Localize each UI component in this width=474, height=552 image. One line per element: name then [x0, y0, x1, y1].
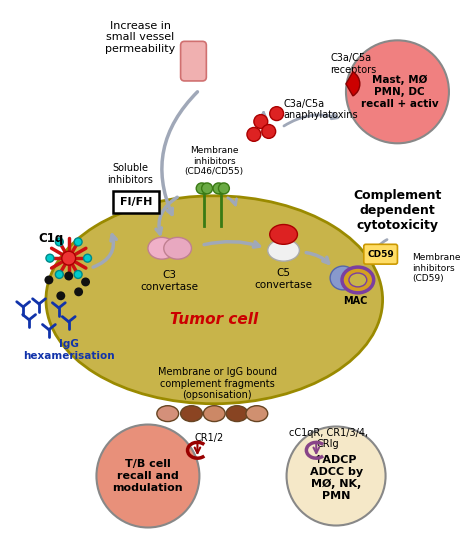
Circle shape — [55, 238, 63, 246]
Text: T/B cell
recall and
modulation: T/B cell recall and modulation — [113, 459, 183, 492]
Text: C3a/C5a
anaphylatoxins: C3a/C5a anaphylatoxins — [283, 99, 358, 120]
Ellipse shape — [270, 225, 298, 245]
Circle shape — [247, 128, 261, 141]
Text: Soluble
inhibitors: Soluble inhibitors — [107, 163, 153, 185]
Circle shape — [216, 183, 227, 194]
Circle shape — [201, 183, 212, 194]
Circle shape — [74, 238, 82, 246]
Text: Complement
dependent
cytotoxicity: Complement dependent cytotoxicity — [353, 189, 442, 232]
Text: IgG
hexamerisation: IgG hexamerisation — [23, 339, 115, 361]
Text: Mast, MØ
PMN, DC
recall + activ: Mast, MØ PMN, DC recall + activ — [361, 75, 438, 109]
Circle shape — [46, 254, 54, 262]
Text: Increase in
small vessel
permeability: Increase in small vessel permeability — [105, 20, 175, 54]
Circle shape — [254, 115, 268, 129]
Ellipse shape — [181, 406, 202, 422]
Circle shape — [83, 254, 91, 262]
Text: Tumor cell: Tumor cell — [170, 312, 258, 327]
Text: CD59: CD59 — [367, 250, 394, 259]
Text: C3a/C5a
receptors: C3a/C5a receptors — [330, 54, 376, 75]
Circle shape — [196, 183, 207, 194]
Circle shape — [270, 107, 283, 120]
Text: MAC: MAC — [343, 296, 367, 306]
Text: C3
convertase: C3 convertase — [141, 270, 199, 291]
Ellipse shape — [246, 406, 268, 422]
Circle shape — [213, 183, 224, 194]
Ellipse shape — [268, 240, 300, 261]
Ellipse shape — [46, 196, 383, 404]
Circle shape — [74, 288, 83, 296]
Text: Membrane or IgG bound
complement fragments
(opsonisation): Membrane or IgG bound complement fragmen… — [158, 367, 277, 400]
Text: C1q: C1q — [38, 232, 64, 245]
Circle shape — [45, 275, 54, 284]
Text: Membrane
inhibitors
(CD46/CD55): Membrane inhibitors (CD46/CD55) — [185, 146, 244, 176]
Ellipse shape — [164, 237, 191, 259]
Ellipse shape — [203, 406, 225, 422]
Circle shape — [62, 251, 76, 265]
Ellipse shape — [342, 267, 374, 293]
Text: CR1/2: CR1/2 — [195, 433, 224, 443]
Circle shape — [81, 278, 90, 286]
Ellipse shape — [226, 406, 248, 422]
Circle shape — [74, 270, 82, 278]
FancyBboxPatch shape — [113, 191, 159, 213]
Circle shape — [64, 272, 73, 280]
Ellipse shape — [330, 266, 356, 290]
Ellipse shape — [349, 273, 367, 287]
Circle shape — [199, 183, 210, 194]
Ellipse shape — [157, 406, 179, 422]
Text: C5
convertase: C5 convertase — [255, 268, 312, 290]
FancyBboxPatch shape — [181, 41, 206, 81]
Text: FI/FH: FI/FH — [120, 197, 152, 207]
Circle shape — [55, 270, 63, 278]
FancyBboxPatch shape — [364, 245, 398, 264]
Text: cC1qR, CR1/3/4,
CRIg: cC1qR, CR1/3/4, CRIg — [289, 428, 368, 449]
Circle shape — [56, 291, 65, 300]
Ellipse shape — [148, 237, 176, 259]
Text: Membrane
inhibitors
(CD59): Membrane inhibitors (CD59) — [412, 253, 461, 283]
Circle shape — [96, 424, 200, 528]
Circle shape — [219, 183, 229, 194]
Circle shape — [287, 427, 385, 526]
Wedge shape — [346, 72, 360, 96]
Text: ↑ADCP
ADCC by
MØ, NK,
PMN: ↑ADCP ADCC by MØ, NK, PMN — [310, 455, 363, 501]
Circle shape — [346, 40, 449, 144]
Circle shape — [262, 125, 276, 139]
